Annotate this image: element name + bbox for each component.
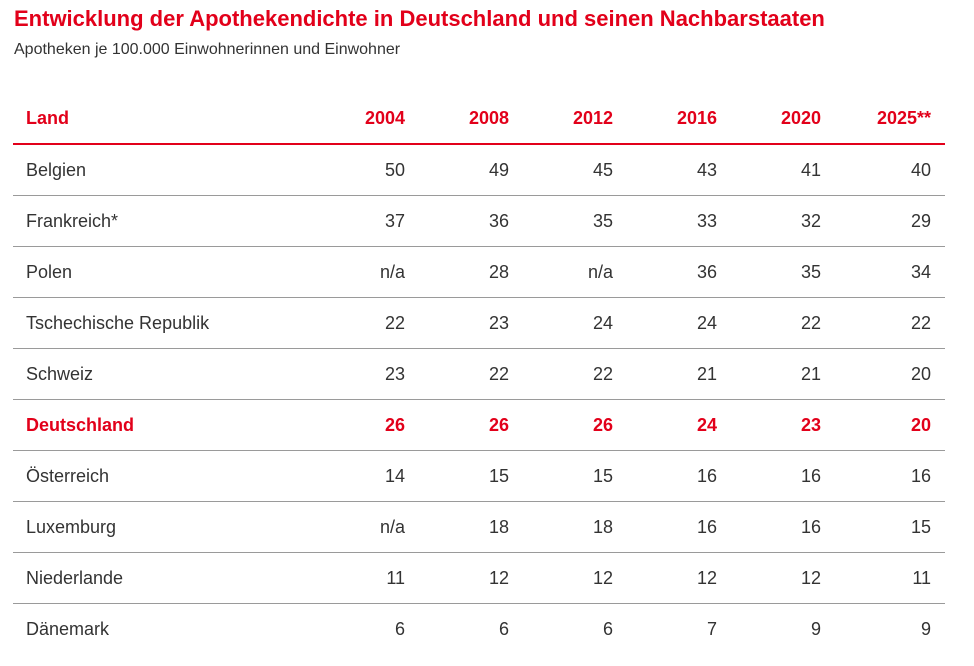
column-header-2025: 2025** bbox=[833, 94, 945, 145]
value-cell: 35 bbox=[521, 195, 625, 247]
value-cell: 35 bbox=[729, 246, 833, 298]
value-cell: 12 bbox=[625, 552, 729, 604]
value-cell: 21 bbox=[729, 348, 833, 400]
value-cell: 26 bbox=[521, 399, 625, 451]
table-row: Polen n/a 28 n/a 36 35 34 bbox=[13, 246, 945, 298]
value-cell: n/a bbox=[313, 246, 417, 298]
country-cell: Österreich bbox=[13, 450, 313, 502]
column-header-2008: 2008 bbox=[417, 94, 521, 145]
value-cell: 41 bbox=[729, 144, 833, 196]
page-title: Entwicklung der Apothekendichte in Deuts… bbox=[14, 6, 825, 31]
value-cell: 33 bbox=[625, 195, 729, 247]
value-cell: n/a bbox=[521, 246, 625, 298]
value-cell: 22 bbox=[417, 348, 521, 400]
value-cell: 6 bbox=[602, 618, 613, 639]
value-cell: 16 bbox=[625, 450, 729, 502]
column-header-2004: 2004 bbox=[313, 94, 417, 145]
value-cell: 9 bbox=[810, 618, 821, 639]
value-cell: 24 bbox=[625, 399, 729, 451]
value-cell: 32 bbox=[729, 195, 833, 247]
table-row: Österreich 14 15 15 16 16 16 bbox=[13, 450, 945, 502]
value-cell: 14 bbox=[313, 450, 417, 502]
value-cell: 16 bbox=[729, 501, 833, 553]
value-cell: 6 bbox=[394, 618, 405, 639]
value-cell: 20 bbox=[833, 348, 945, 400]
value-cell: 37 bbox=[313, 195, 417, 247]
value-cell: 22 bbox=[833, 297, 945, 349]
value-cell: 15 bbox=[833, 501, 945, 553]
value-cell: 16 bbox=[833, 450, 945, 502]
table-row: Frankreich* 37 36 35 33 32 29 bbox=[13, 195, 945, 247]
value-cell: 6 bbox=[498, 618, 509, 639]
value-cell: 15 bbox=[417, 450, 521, 502]
country-cell: Polen bbox=[13, 246, 313, 298]
table-row: Dänemark 6 6 6 7 9 9 bbox=[13, 604, 945, 655]
country-cell: Schweiz bbox=[13, 348, 313, 400]
value-cell: 23 bbox=[417, 297, 521, 349]
value-cell: 36 bbox=[625, 246, 729, 298]
value-cell: 24 bbox=[625, 297, 729, 349]
table-header-row: Land 2004 2008 2012 2016 2020 2025** bbox=[13, 94, 945, 145]
page-subtitle: Apotheken je 100.000 Einwohnerinnen und … bbox=[14, 41, 401, 58]
country-cell: Luxemburg bbox=[13, 501, 313, 553]
value-cell: 7 bbox=[706, 618, 717, 639]
column-header-2016: 2016 bbox=[625, 94, 729, 145]
value-cell: 23 bbox=[313, 348, 417, 400]
value-cell: 11 bbox=[833, 552, 945, 604]
column-header-2020: 2020 bbox=[729, 94, 833, 145]
value-cell: 24 bbox=[521, 297, 625, 349]
value-cell: 36 bbox=[417, 195, 521, 247]
country-cell: Deutschland bbox=[13, 399, 313, 451]
value-cell: 45 bbox=[521, 144, 625, 196]
value-cell: 15 bbox=[521, 450, 625, 502]
value-cell: 12 bbox=[729, 552, 833, 604]
value-cell: 11 bbox=[313, 552, 417, 604]
table-row: Tschechische Republik 22 23 24 24 22 22 bbox=[13, 297, 945, 349]
value-cell: 50 bbox=[313, 144, 417, 196]
pharmacy-density-table: Land 2004 2008 2012 2016 2020 2025** Bel… bbox=[13, 94, 945, 654]
value-cell: 18 bbox=[521, 501, 625, 553]
country-cell: Frankreich* bbox=[13, 195, 313, 247]
country-cell: Belgien bbox=[13, 144, 313, 196]
value-cell: 21 bbox=[625, 348, 729, 400]
value-cell: 29 bbox=[833, 195, 945, 247]
value-cell: 16 bbox=[625, 501, 729, 553]
value-cell: 18 bbox=[417, 501, 521, 553]
value-cell: 9 bbox=[920, 618, 931, 639]
value-cell: 22 bbox=[313, 297, 417, 349]
table-row-highlighted: Deutschland 26 26 26 24 23 20 bbox=[13, 399, 945, 451]
value-cell: n/a bbox=[313, 501, 417, 553]
value-cell: 20 bbox=[833, 399, 945, 451]
value-cell: 12 bbox=[417, 552, 521, 604]
column-header-land: Land bbox=[13, 94, 313, 145]
table-row: Schweiz 23 22 22 21 21 20 bbox=[13, 348, 945, 400]
value-cell: 28 bbox=[417, 246, 521, 298]
value-cell: 40 bbox=[833, 144, 945, 196]
value-cell: 43 bbox=[625, 144, 729, 196]
value-cell: 26 bbox=[417, 399, 521, 451]
column-header-2012: 2012 bbox=[521, 94, 625, 145]
table-row: Luxemburg n/a 18 18 16 16 15 bbox=[13, 501, 945, 553]
value-cell: 16 bbox=[729, 450, 833, 502]
value-cell: 12 bbox=[521, 552, 625, 604]
country-cell: Dänemark bbox=[26, 618, 110, 639]
value-cell: 22 bbox=[729, 297, 833, 349]
country-cell: Niederlande bbox=[13, 552, 313, 604]
table-row: Belgien 50 49 45 43 41 40 bbox=[13, 144, 945, 196]
value-cell: 34 bbox=[833, 246, 945, 298]
value-cell: 22 bbox=[521, 348, 625, 400]
value-cell: 26 bbox=[313, 399, 417, 451]
country-cell: Tschechische Republik bbox=[13, 297, 313, 349]
value-cell: 49 bbox=[417, 144, 521, 196]
table-row: Niederlande 11 12 12 12 12 11 bbox=[13, 552, 945, 604]
value-cell: 23 bbox=[729, 399, 833, 451]
